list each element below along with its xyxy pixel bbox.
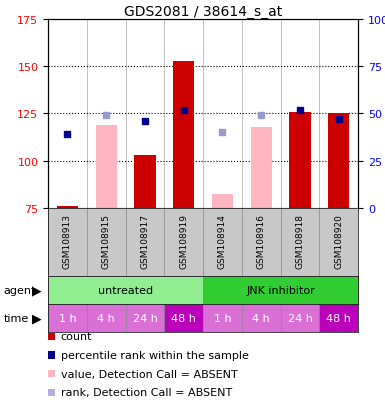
Text: GSM108914: GSM108914 xyxy=(218,214,227,268)
Text: count: count xyxy=(61,332,92,342)
Bar xyxy=(95,126,117,208)
Text: GSM108913: GSM108913 xyxy=(63,214,72,268)
Text: ▶: ▶ xyxy=(32,284,42,297)
Text: GSM108916: GSM108916 xyxy=(257,214,266,268)
Text: GSM108919: GSM108919 xyxy=(179,214,188,268)
Text: ▶: ▶ xyxy=(32,312,42,325)
Text: GSM108918: GSM108918 xyxy=(295,214,305,268)
Text: GSM108915: GSM108915 xyxy=(102,214,111,268)
Bar xyxy=(242,304,281,332)
Bar xyxy=(173,62,194,208)
Text: agent: agent xyxy=(4,285,36,295)
Bar xyxy=(134,156,156,208)
Text: 1 h: 1 h xyxy=(214,313,231,323)
Title: GDS2081 / 38614_s_at: GDS2081 / 38614_s_at xyxy=(124,5,282,19)
Bar xyxy=(212,195,233,208)
Bar xyxy=(281,304,319,332)
Text: untreated: untreated xyxy=(98,285,153,295)
Text: 24 h: 24 h xyxy=(132,313,157,323)
Text: percentile rank within the sample: percentile rank within the sample xyxy=(61,350,249,360)
Bar xyxy=(203,276,358,304)
Text: JNK inhibitor: JNK inhibitor xyxy=(246,285,315,295)
Bar xyxy=(164,304,203,332)
Bar xyxy=(289,112,311,208)
Text: 48 h: 48 h xyxy=(326,313,351,323)
Bar xyxy=(203,304,242,332)
Text: time: time xyxy=(4,313,29,323)
Bar xyxy=(251,127,272,208)
Text: rank, Detection Call = ABSENT: rank, Detection Call = ABSENT xyxy=(61,387,232,397)
Bar xyxy=(328,114,349,208)
Text: 4 h: 4 h xyxy=(97,313,115,323)
Bar xyxy=(126,304,164,332)
Text: 4 h: 4 h xyxy=(252,313,270,323)
Text: value, Detection Call = ABSENT: value, Detection Call = ABSENT xyxy=(61,369,238,379)
Text: GSM108920: GSM108920 xyxy=(334,214,343,268)
Bar xyxy=(48,276,203,304)
Bar xyxy=(57,206,78,208)
Bar xyxy=(48,304,87,332)
Text: GSM108917: GSM108917 xyxy=(141,214,149,268)
Bar xyxy=(87,304,126,332)
Text: 24 h: 24 h xyxy=(288,313,312,323)
Text: 48 h: 48 h xyxy=(171,313,196,323)
Bar xyxy=(319,304,358,332)
Text: 1 h: 1 h xyxy=(59,313,76,323)
